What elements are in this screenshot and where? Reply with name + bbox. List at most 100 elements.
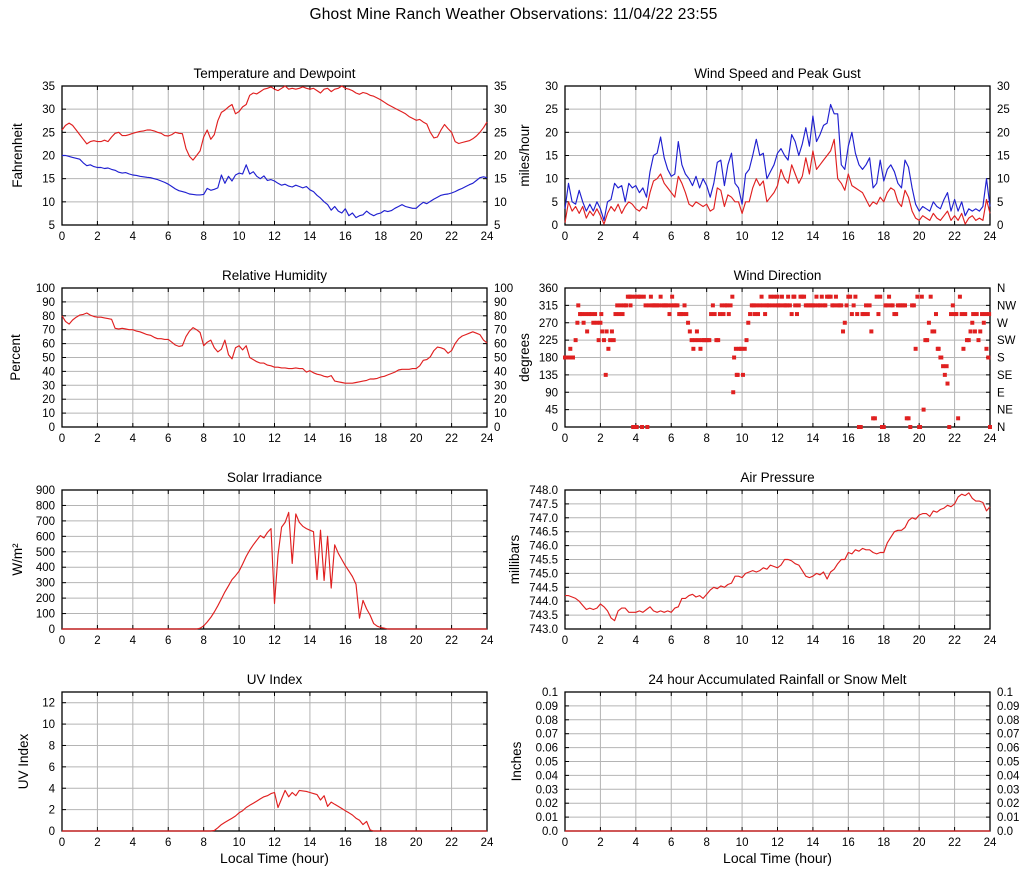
y-tick-label: 6 (49, 762, 55, 774)
x-tick-label: 0 (562, 433, 568, 445)
x-tick-label: 6 (165, 635, 171, 647)
y-axis-label-wind-speed-gust: miles/hour (517, 124, 532, 187)
wind-direction-point (716, 338, 721, 343)
wind-direction-point (802, 294, 807, 299)
wind-direction-point (913, 346, 918, 351)
wind-direction-point (733, 346, 738, 351)
wind-direction-point (858, 425, 863, 429)
wind-direction-point (763, 312, 768, 317)
wind-direction-point (876, 312, 881, 317)
wind-direction-point (628, 303, 633, 308)
y-tick-label: 0.01 (536, 812, 558, 824)
x-tick-label: 20 (913, 837, 926, 849)
wind-direction-point (766, 303, 771, 308)
y-tick-label: 45 (545, 405, 558, 417)
wind-direction-point (966, 338, 971, 343)
y-axis-label-temperature-dewpoint: Fahrenheit (10, 123, 25, 188)
wind-direction-point (925, 338, 930, 343)
wind-direction-point (742, 346, 747, 351)
chart-title-uv-index: UV Index (247, 672, 303, 687)
x-tick-label: 2 (597, 433, 603, 445)
wind-direction-point (770, 303, 775, 308)
wind-direction-point (586, 312, 591, 317)
y-axis-label-uv-index: UV Index (16, 733, 31, 789)
wind-direction-point (609, 329, 614, 334)
y-tick-label: 12 (42, 698, 55, 710)
wind-direction-point (693, 338, 698, 343)
y-tick-label: 80 (42, 311, 55, 323)
y-tick-label-right: 30 (494, 104, 507, 116)
wind-direction-point (721, 312, 726, 317)
wind-direction-point (814, 294, 819, 299)
y-tick-label-right: NE (997, 405, 1013, 417)
y-tick-label: 744.0 (529, 596, 558, 608)
wind-direction-point (986, 355, 991, 360)
wind-direction-point (942, 372, 947, 377)
y-tick-label-right: NW (997, 300, 1016, 312)
x-tick-label: 2 (94, 433, 100, 445)
y-tick-label: 746.0 (529, 541, 558, 553)
y-tick-label-right: 25 (997, 104, 1010, 116)
y-tick-label-right: 15 (494, 174, 507, 186)
y-tick-label: 50 (42, 353, 55, 365)
wind-direction-point (748, 312, 753, 317)
wind-direction-point (601, 338, 606, 343)
wind-direction-point (754, 303, 759, 308)
x-tick-label: 10 (233, 433, 246, 445)
y-tick-label: 0.08 (536, 715, 558, 727)
wind-direction-point (691, 346, 696, 351)
wind-direction-point (779, 294, 784, 299)
y-tick-label: 180 (539, 353, 558, 365)
y-tick-label: 0 (552, 422, 558, 434)
solar-irradiance-line (62, 511, 487, 630)
x-tick-label: 16 (842, 433, 855, 445)
x-tick-label: 18 (374, 433, 387, 445)
wind-direction-point (853, 294, 858, 299)
x-tick-label: 14 (807, 433, 820, 445)
y-tick-label: 0 (49, 422, 55, 434)
wind-direction-point (894, 312, 899, 317)
wind-direction-point (638, 294, 643, 299)
x-tick-label: 8 (703, 837, 709, 849)
wind-direction-point (768, 294, 773, 299)
wind-direction-point (818, 303, 822, 308)
y-axis-label-solar-irradiance: W/m² (10, 543, 25, 576)
wind-direction-point (970, 320, 975, 325)
wind-direction-point (600, 329, 605, 334)
y-tick-label: 10 (545, 174, 558, 186)
wind-direction-point (620, 312, 625, 317)
y-tick-label-right: 35 (494, 81, 507, 93)
x-tick-label: 8 (703, 433, 709, 445)
x-axis-label-rainfall: Local Time (hour) (723, 850, 832, 866)
wind-direction-point (926, 320, 931, 325)
x-tick-label: 6 (668, 635, 674, 647)
y-tick-label-right: 0 (997, 220, 1003, 232)
wind-direction-point (785, 303, 790, 308)
wind-direction-point (694, 329, 699, 334)
wind-direction-point (658, 294, 663, 299)
y-tick-label-right: 5 (494, 220, 500, 232)
wind-direction-point (645, 425, 650, 429)
wind-direction-point (944, 364, 949, 369)
wind-direction-point (987, 312, 992, 317)
x-tick-label: 4 (130, 433, 137, 445)
y-tick-label: 40 (42, 366, 55, 378)
y-tick-label: 300 (36, 578, 55, 590)
wind-direction-point (656, 303, 661, 308)
wind-direction-point (634, 425, 639, 429)
wind-direction-point (726, 312, 731, 317)
x-tick-label: 12 (268, 231, 281, 243)
y-tick-label: 743.5 (529, 610, 558, 622)
wind-direction-point (596, 338, 601, 343)
wind-direction-point (874, 294, 879, 299)
x-tick-label: 20 (410, 231, 423, 243)
wind-direction-point (851, 303, 856, 308)
y-tick-label-right: S (997, 353, 1005, 365)
wind-direction-point (710, 303, 715, 308)
y-tick-label-right: 25 (494, 127, 507, 139)
wind-direction-point (719, 303, 724, 308)
wind-direction-point (611, 338, 616, 343)
y-tick-label: 0.1 (542, 687, 558, 699)
x-tick-label: 10 (736, 837, 749, 849)
